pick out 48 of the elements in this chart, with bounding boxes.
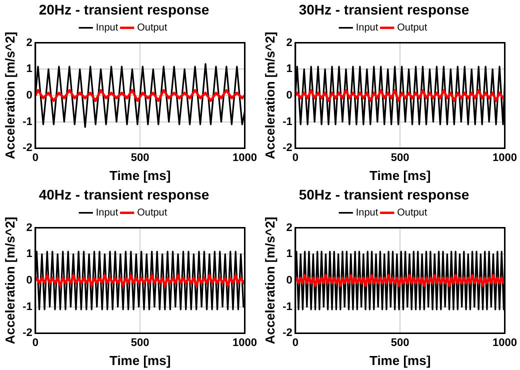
- x-axis-title: Time [ms]: [109, 352, 171, 368]
- x-tick-label: 1000: [232, 336, 258, 349]
- y-axis-title: Acceleration [m/s^2]: [262, 216, 278, 344]
- x-tick-label: 1000: [232, 152, 258, 164]
- x-tick-label: 500: [390, 336, 410, 349]
- y-axis-title: Acceleration [m/s^2]: [2, 32, 18, 160]
- x-tick-label: 500: [390, 152, 410, 164]
- y-axis-title: Acceleration [m/s^2]: [262, 32, 278, 160]
- x-tick-label: 1000: [492, 152, 518, 164]
- y-tick-label: 0: [286, 274, 292, 287]
- legend-label: Output: [397, 208, 428, 219]
- chart-title: 30Hz - transient response: [298, 1, 470, 18]
- legend-label: Output: [137, 22, 168, 34]
- y-tick-label: 2: [26, 222, 32, 234]
- y-tick-label: -2: [22, 327, 32, 340]
- y-tick-label: -1: [282, 300, 292, 313]
- y-tick-label: 2: [286, 222, 292, 234]
- y-tick-label: 1: [26, 63, 32, 76]
- legend-label: Output: [397, 22, 428, 34]
- legend-label: Input: [96, 208, 118, 219]
- y-tick-label: -2: [282, 327, 292, 340]
- chart-title: 40Hz - transient response: [38, 186, 210, 202]
- y-tick-label: 1: [286, 248, 292, 260]
- legend-label: Input: [96, 22, 118, 34]
- y-tick-label: 2: [26, 36, 32, 49]
- legend-label: Input: [356, 22, 378, 34]
- y-tick-label: -1: [22, 300, 32, 313]
- legend-label: Output: [137, 208, 168, 219]
- y-tick-label: 0: [26, 90, 32, 102]
- chart-title: 20Hz - transient response: [38, 1, 210, 18]
- y-tick-label: -1: [22, 116, 32, 128]
- y-tick-label: -1: [282, 116, 292, 128]
- chart-title: 50Hz - transient response: [298, 186, 470, 202]
- y-axis-title: Acceleration [m/s^2]: [2, 216, 18, 344]
- x-tick-label: 1000: [492, 336, 518, 349]
- x-axis-title: Time [ms]: [369, 168, 431, 183]
- x-tick-label: 500: [130, 152, 150, 164]
- y-tick-label: 0: [286, 90, 292, 102]
- x-axis-title: Time [ms]: [369, 352, 431, 368]
- y-tick-label: -2: [22, 142, 32, 154]
- y-tick-label: 1: [286, 63, 292, 76]
- y-tick-label: 1: [26, 248, 32, 260]
- legend-label: Input: [356, 208, 378, 219]
- x-tick-label: 500: [130, 336, 150, 349]
- y-tick-label: 2: [286, 36, 292, 49]
- y-tick-label: 0: [26, 274, 32, 287]
- y-tick-label: -2: [282, 142, 292, 154]
- x-axis-title: Time [ms]: [109, 168, 171, 183]
